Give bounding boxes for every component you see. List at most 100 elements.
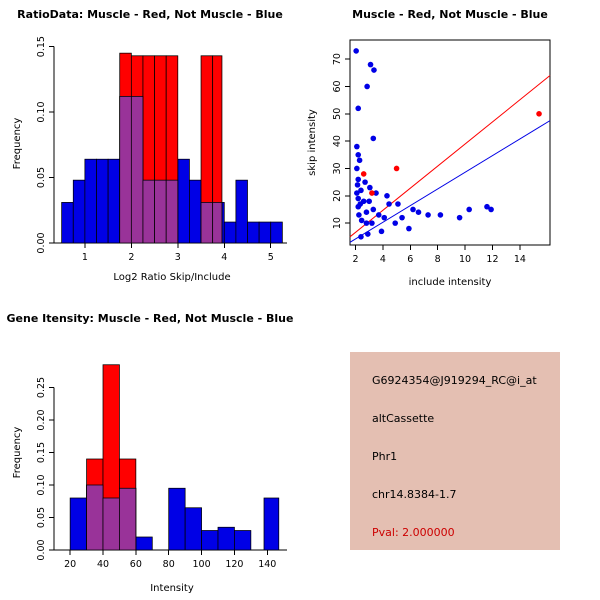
hist-bar-not-muscle	[107, 158, 121, 244]
y-axis-title: Frequency	[12, 118, 23, 170]
y-tick-label: 0.20	[36, 409, 47, 430]
probe-id-text: G6924354@J919294_RC@i_at	[372, 374, 537, 387]
hist-bar-not-muscle	[235, 179, 248, 244]
point-not-muscle	[410, 206, 416, 213]
hist-bar-overlap	[200, 202, 214, 244]
point-not-muscle	[437, 212, 444, 218]
point-not-muscle	[354, 143, 360, 150]
hist-bar-not-muscle	[201, 530, 219, 551]
point-not-muscle	[369, 220, 375, 226]
y-tick-label: 0.15	[36, 36, 47, 57]
hist-bar-not-muscle	[189, 179, 202, 244]
x-tick-label: 80	[163, 559, 175, 570]
point-not-muscle	[384, 193, 390, 199]
y-tick-label: 30	[332, 162, 343, 174]
hist-bar-not-muscle	[263, 497, 280, 551]
x-axis-title: Intensity	[150, 583, 194, 594]
x-tick-label: 100	[193, 559, 211, 570]
point-not-muscle	[381, 214, 388, 221]
x-tick-label: 4	[221, 252, 227, 263]
point-not-muscle	[355, 152, 362, 158]
point-muscle	[360, 171, 367, 177]
x-tick-label: 2	[128, 252, 134, 263]
point-not-muscle	[366, 198, 372, 205]
fit-line-muscle	[349, 75, 551, 238]
point-not-muscle	[355, 203, 362, 210]
x-tick-label: 60	[130, 559, 142, 570]
panel-ratio-histogram: RatioData: Muscle - Red, Not Muscle - Bl…	[0, 0, 300, 300]
y-tick-label: 40	[332, 135, 343, 147]
gene-info-box: G6924354@J919294_RC@i_at altCassette Phr…	[350, 352, 560, 550]
intensity-scatter-chart: Muscle - Red, Not Muscle - Blue include i…	[307, 8, 551, 288]
point-not-muscle	[370, 135, 377, 142]
point-not-muscle	[373, 190, 379, 196]
point-not-muscle	[415, 209, 422, 215]
hist-bar-not-muscle	[270, 221, 283, 244]
hist-bar-overlap	[165, 179, 179, 244]
point-not-muscle	[355, 195, 362, 202]
hist-bar-overlap	[102, 497, 120, 551]
hist-bar-not-muscle	[258, 221, 272, 244]
y-tick-label: 50	[332, 108, 343, 120]
point-not-muscle	[354, 182, 361, 188]
y-tick-label: 0.15	[36, 442, 47, 463]
point-not-muscle	[354, 165, 360, 172]
chart-title: Muscle - Red, Not Muscle - Blue	[352, 8, 548, 21]
gene-symbol-text: Phr1	[372, 450, 398, 463]
x-tick-label: 8	[435, 254, 441, 265]
y-tick-label: 10	[332, 217, 343, 229]
hist-bar-not-muscle	[217, 526, 235, 551]
point-not-muscle	[371, 67, 377, 73]
hist-bar-not-muscle	[184, 507, 202, 551]
point-not-muscle	[395, 201, 401, 207]
x-tick-label: 4	[380, 254, 386, 265]
point-not-muscle	[367, 184, 373, 191]
plot-box	[349, 39, 551, 246]
point-not-muscle	[356, 212, 362, 218]
point-not-muscle	[392, 220, 399, 226]
hist-bar-not-muscle	[84, 158, 97, 244]
hist-bar-overlap	[142, 179, 155, 244]
x-tick-label: 3	[175, 252, 181, 263]
y-tick-label: 60	[332, 80, 343, 92]
x-tick-label: 6	[407, 254, 413, 265]
hist-bar-not-muscle	[72, 179, 86, 244]
point-not-muscle	[356, 157, 363, 164]
point-not-muscle	[386, 201, 392, 207]
y-tick-label: 0.00	[36, 232, 47, 253]
pval-text: Pval: 2.000000	[372, 526, 455, 539]
point-not-muscle	[363, 209, 370, 215]
hist-bar-not-muscle	[61, 202, 74, 244]
panel-gene-info: G6924354@J919294_RC@i_at altCassette Phr…	[300, 300, 600, 600]
y-tick-label: 20	[332, 190, 343, 202]
x-tick-label: 2	[352, 254, 358, 265]
splice-type-text: altCassette	[372, 412, 435, 425]
hist-bar-not-muscle	[168, 487, 186, 551]
point-not-muscle	[367, 61, 374, 68]
point-not-muscle	[488, 206, 494, 213]
y-tick-label: 0.10	[36, 102, 47, 123]
point-not-muscle	[365, 231, 371, 237]
hist-bar-overlap	[212, 202, 223, 244]
x-tick-label: 1	[82, 252, 88, 263]
chromosome-location-text: chr14.8384-1.7	[372, 488, 457, 501]
hist-bar-not-muscle	[96, 158, 109, 244]
x-tick-label: 5	[268, 252, 274, 263]
y-tick-label: 0.10	[36, 474, 47, 495]
x-tick-label: 20	[64, 559, 76, 570]
point-muscle	[393, 165, 400, 172]
point-not-muscle	[354, 190, 360, 196]
point-not-muscle	[466, 206, 472, 213]
point-not-muscle	[364, 83, 370, 90]
y-tick-label: 0.00	[36, 539, 47, 560]
y-tick-label: 0.05	[36, 507, 47, 528]
hist-bar-not-muscle	[69, 497, 87, 551]
chart-title: RatioData: Muscle - Red, Not Muscle - Bl…	[17, 8, 283, 21]
x-tick-label: 40	[97, 559, 109, 570]
hist-bar-overlap	[130, 95, 144, 244]
point-not-muscle	[425, 212, 431, 218]
y-tick-label: 0.25	[36, 377, 47, 398]
fit-line-not-muscle	[349, 120, 551, 243]
ratio-histogram-chart: RatioData: Muscle - Red, Not Muscle - Bl…	[12, 8, 287, 283]
